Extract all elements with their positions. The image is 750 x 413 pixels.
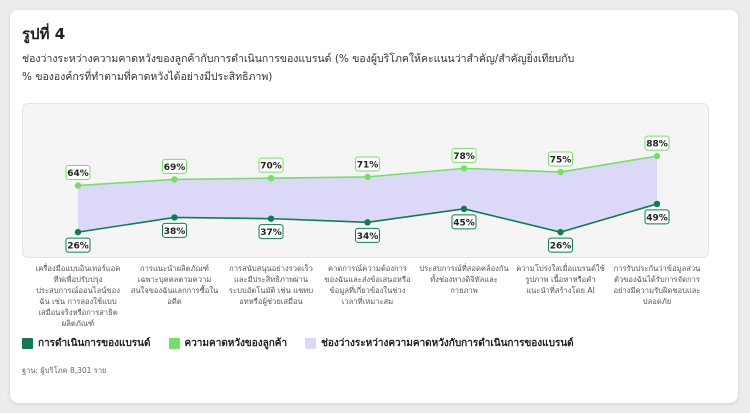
data-point-brand-5 [557,228,564,236]
data-point-expectation-1 [171,176,178,183]
data-label-expectation-3: 71% [355,156,380,172]
data-point-expectation-3 [364,173,371,181]
svg-text:75%: 75% [550,156,572,166]
data-point-brand-4 [460,205,468,213]
legend-item-brand: การดำเนินการของแบรนด์ [22,336,151,351]
data-label-expectation-6: 88% [644,135,670,151]
svg-text:34%: 34% [357,232,379,242]
svg-text:38%: 38% [164,227,186,237]
category-label-3: คาดการณ์ความต้องการของฉันและส่งข้อเสนอหร… [324,264,411,306]
legend-label-gap: ช่องว่างระหว่างความคาดหวังกับการดำเนินกา… [321,338,574,349]
category-label-1: การแนะนำผลิตภัณฑ์เฉพาะบุคคลตามความสนใจขอ… [130,264,219,306]
svg-text:88%: 88% [646,140,668,150]
svg-text:78%: 78% [453,152,475,162]
data-point-expectation-4 [460,165,468,172]
legend-label-brand: การดำเนินการของแบรนด์ [38,338,151,349]
category-label-6: การรับประกันว่าข้อมูลส่วนตัวของฉันได้รับ… [613,264,701,306]
data-point-brand-1 [171,214,178,221]
svg-text:26%: 26% [550,242,572,252]
data-point-expectation-5 [557,168,564,176]
data-label-expectation-0: 64% [65,165,91,181]
data-point-brand-0 [74,228,82,236]
category-label-2: การสนับสนุนอย่างรวดเร็วและมีประสิทธิภาพผ… [228,264,314,306]
legend-label-expectation: ความคาดหวังของลูกค้า [184,338,288,349]
svg-text:69%: 69% [164,163,186,173]
data-point-brand-2 [267,215,275,222]
gap-area [78,156,657,233]
data-label-brand-0: 26% [65,237,91,253]
data-label-expectation-5: 75% [548,151,573,167]
data-label-expectation-1: 69% [162,158,187,174]
data-point-brand-3 [364,219,371,226]
category-label-0: เครื่องมือแบบอินเทอร์แอคทีฟเพื่อปรับปรุง… [35,264,121,328]
data-point-brand-6 [653,200,661,208]
data-label-brand-4: 45% [451,214,477,230]
legend-swatch-expectation [168,338,180,349]
category-label-5: ความโปร่งใสเมื่อแบรนด์ใช้รูปภาพ เนื้อหาห… [516,264,605,295]
svg-text:70%: 70% [260,162,282,172]
figure-subtitle: ช่องว่างระหว่างความคาดหวังของลูกค้ากับกา… [22,53,575,83]
legend: การดำเนินการของแบรนด์ ความคาดหวังของลูกค… [22,336,592,351]
legend-swatch-gap [305,338,317,349]
figure-title: รูปที่ 4 [22,25,66,43]
svg-text:37%: 37% [260,228,282,238]
legend-item-gap: ช่องว่างระหว่างความคาดหวังกับการดำเนินกา… [305,336,574,351]
svg-text:45%: 45% [453,218,475,228]
svg-text:64%: 64% [67,169,89,179]
data-point-expectation-6 [653,152,661,160]
data-label-brand-5: 26% [548,237,573,253]
svg-text:26%: 26% [67,242,89,252]
footnote: ฐาน: ผู้บริโภค 8,301 ราย [22,366,107,375]
data-label-expectation-4: 78% [451,147,477,163]
data-label-brand-3: 34% [355,227,380,243]
legend-swatch-brand [22,338,33,349]
data-point-expectation-2 [267,174,275,182]
data-label-brand-6: 49% [644,209,670,225]
data-label-brand-1: 38% [162,222,187,238]
svg-text:71%: 71% [357,160,379,170]
data-label-expectation-2: 70% [258,157,284,173]
svg-text:49%: 49% [646,213,668,223]
legend-item-expectation: ความคาดหวังของลูกค้า [168,336,288,351]
data-point-expectation-0 [74,182,82,189]
category-label-4: ประสบการณ์ที่สอดคล้องกันทั้งช่องทางดิจิท… [419,264,509,295]
data-label-brand-2: 37% [258,224,284,240]
